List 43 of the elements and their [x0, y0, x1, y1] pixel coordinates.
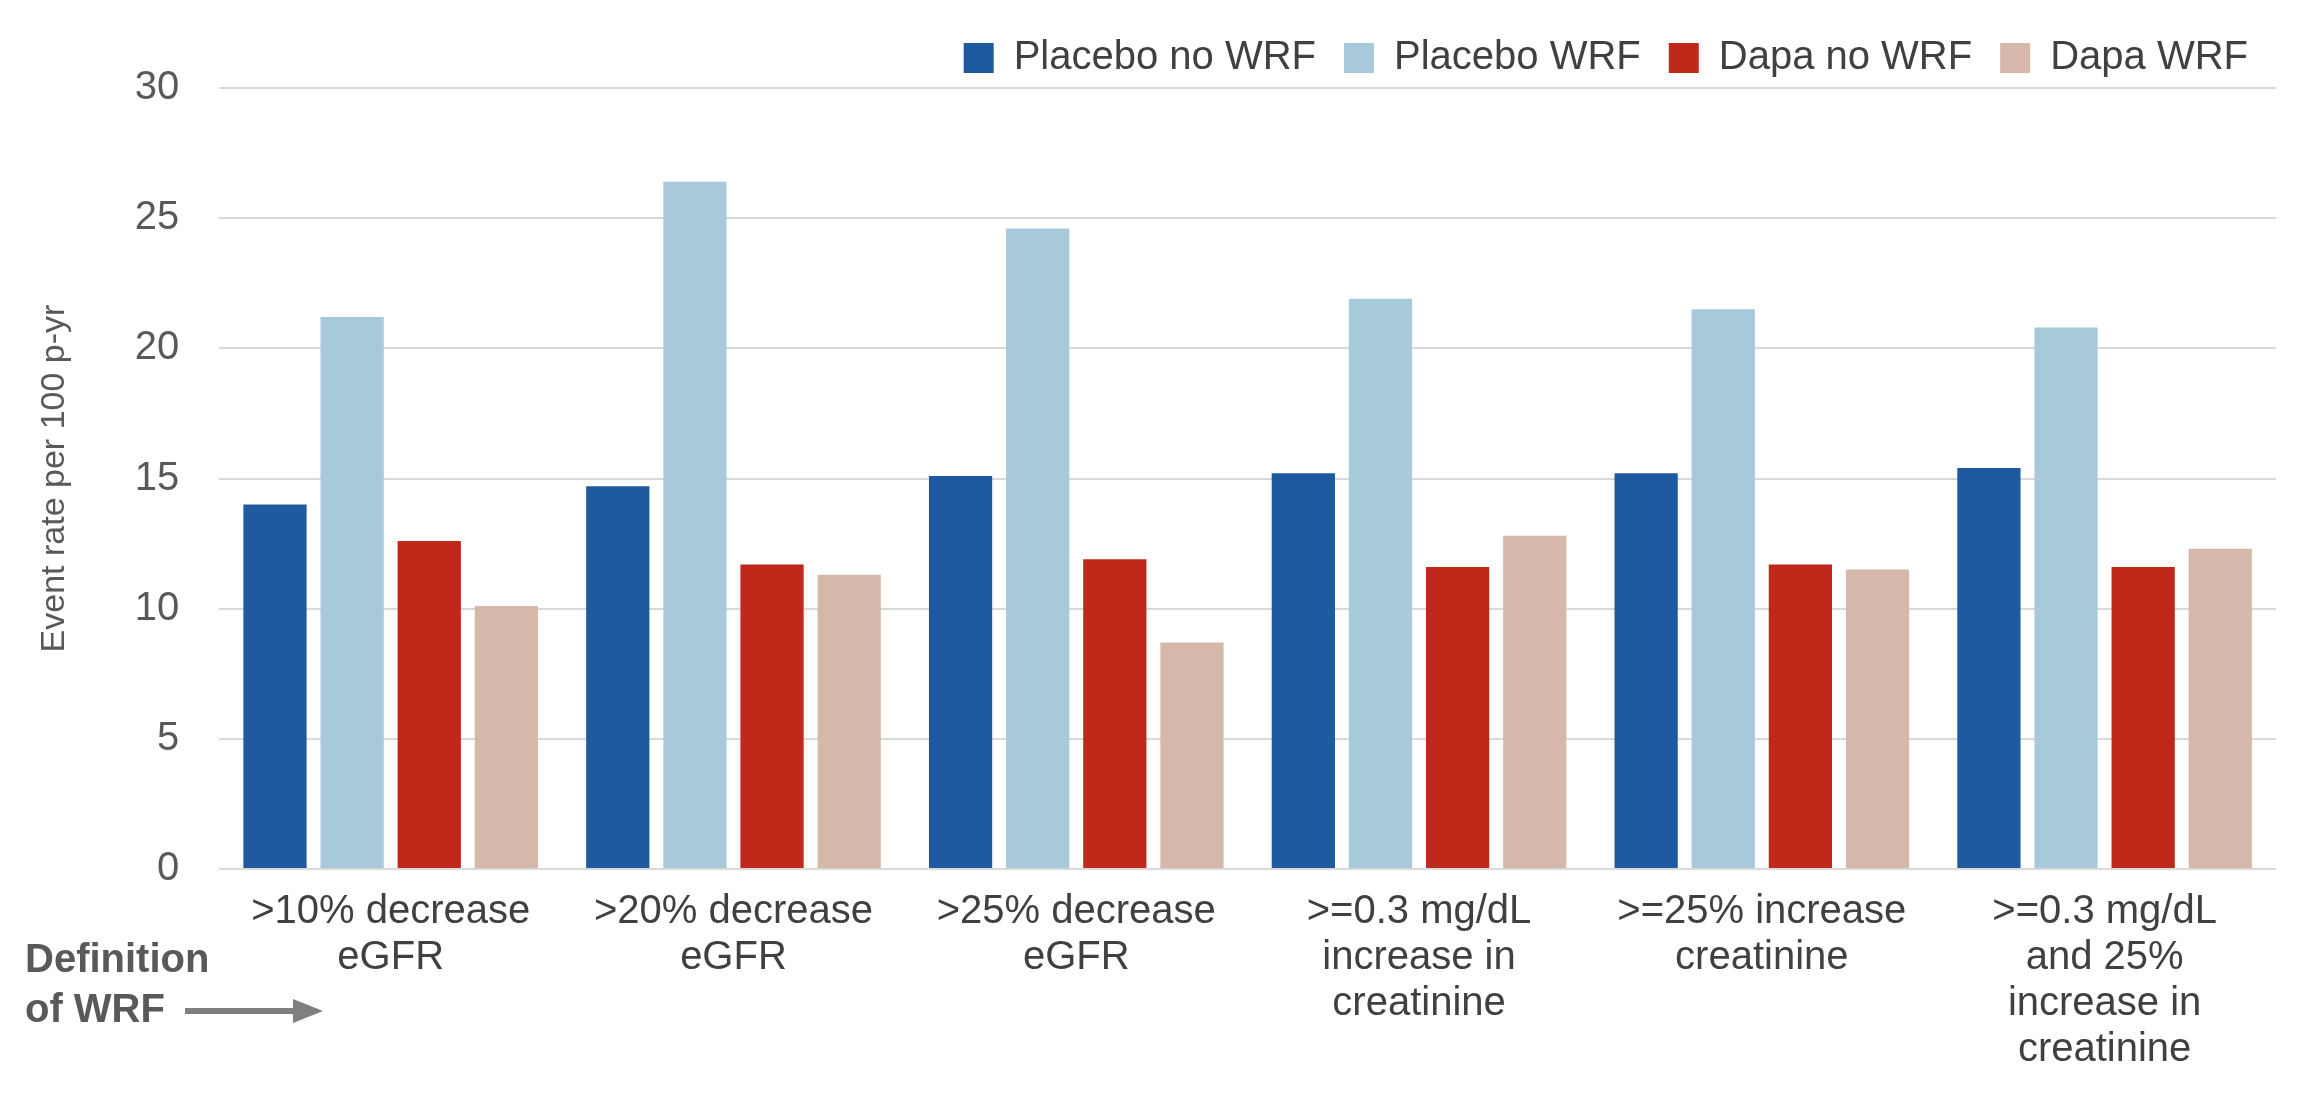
legend-label: Dapa no WRF: [1718, 33, 1973, 78]
bar: [1160, 642, 1224, 868]
bar: [2034, 327, 2098, 868]
x-tick-label: >=0.3 mg/dL increase in creatinine: [1306, 887, 1532, 1024]
legend-label: Placebo WRF: [1394, 33, 1641, 78]
y-tick-label: 0: [157, 844, 180, 889]
y-tick-label: 20: [134, 323, 180, 368]
bar: [740, 564, 804, 868]
bar: [2111, 567, 2175, 868]
bar: [928, 475, 993, 868]
bar: [397, 540, 461, 868]
bar: [817, 574, 881, 868]
bar: [1503, 535, 1567, 868]
y-tick-label: 5: [157, 713, 180, 758]
bar: [1614, 473, 1678, 868]
bar: [320, 317, 384, 868]
bar: [586, 486, 650, 868]
x-tick-label: >10% decrease eGFR: [251, 887, 531, 978]
legend-label: Dapa WRF: [2050, 33, 2248, 78]
bar: [1768, 564, 1833, 868]
y-axis-title: Event rate per 100 p-yr: [32, 304, 71, 653]
bar: [1691, 309, 1755, 868]
legend-label: Placebo no WRF: [1013, 33, 1317, 78]
bar: [1845, 569, 1910, 868]
bar: [1348, 298, 1413, 868]
y-tick-label: 30: [134, 63, 180, 108]
x-tick-label: >25% decrease eGFR: [936, 887, 1216, 978]
x-tick-label: >=25% increase creatinine: [1617, 887, 1907, 978]
bar: [1006, 228, 1070, 868]
bar: [2188, 548, 2252, 868]
y-tick-label: 15: [134, 453, 180, 498]
bar: [1425, 567, 1490, 868]
y-tick-label: 10: [134, 583, 180, 628]
bar: [1083, 559, 1147, 868]
x-tick-label: >20% decrease eGFR: [593, 887, 874, 978]
bar: [1271, 473, 1335, 868]
bar: [1957, 468, 2021, 868]
x-tick-label: >=0.3 mg/dL and 25% increase in creatinine: [1992, 887, 2217, 1070]
y-tick-label: 25: [134, 193, 180, 238]
bar: [243, 504, 307, 868]
bar: [474, 606, 538, 868]
bar: [663, 181, 727, 868]
text: Definition of WRF: [25, 936, 210, 1031]
